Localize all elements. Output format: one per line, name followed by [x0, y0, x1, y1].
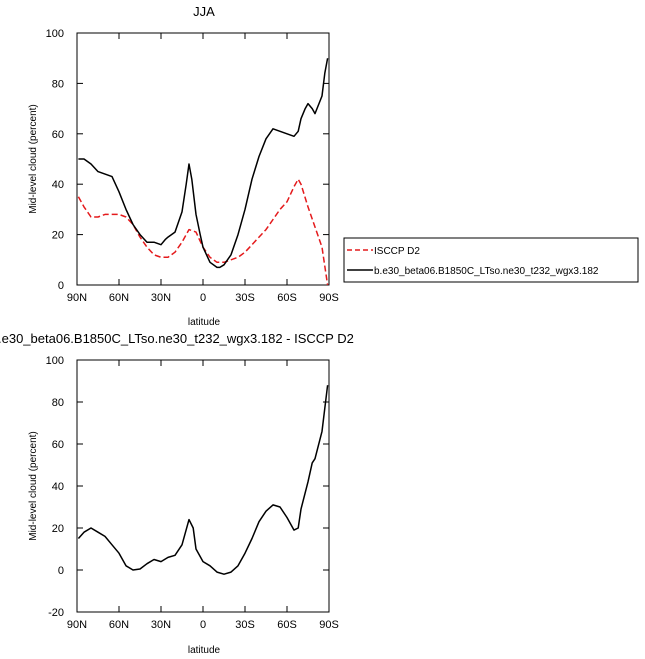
bottom-y-tick-label: 80 [52, 397, 64, 409]
top-x-tick-label: 30S [235, 292, 255, 304]
top-y-tick-label: 100 [46, 28, 64, 40]
bottom-plot-frame [76, 359, 330, 613]
top-y-tick-label: 20 [52, 230, 64, 242]
bottom-series-group [77, 385, 329, 575]
bottom-series-line-0 [77, 385, 329, 575]
bottom-x-axis-title: latitude [188, 645, 221, 656]
top-series-line-1 [78, 58, 329, 269]
top-y-tick-label: 40 [52, 179, 64, 191]
top-y-tick-label: 60 [52, 129, 64, 141]
bottom-x-tick-label: 0 [200, 619, 206, 631]
bottom-x-tick-label: 90N [67, 619, 87, 631]
top-y-axis-title: Mid-level cloud (percent) [28, 104, 39, 214]
bottom-panel-title: .e30_beta06.B1850C_LTso.ne30_t232_wgx3.1… [0, 331, 354, 346]
bottom-x-tick-label: 30N [151, 619, 171, 631]
top-x-tick-label: 60N [109, 292, 129, 304]
bottom-x-tick-label: 60N [109, 619, 129, 631]
top-x-tick-label: 90N [67, 292, 87, 304]
bottom-y-tick-label: 40 [52, 481, 64, 493]
bottom-x-tick-label: 60S [277, 619, 297, 631]
bottom-y-tick-label: 100 [46, 355, 64, 367]
legend-label-model: b.e30_beta06.B1850C_LTso.ne30_t232_wgx3.… [374, 266, 599, 277]
bottom-y-tick-label: -20 [48, 607, 64, 619]
top-panel-title: JJA [193, 4, 215, 19]
bottom-y-tick-label: 0 [58, 565, 64, 577]
bottom-x-tick-label: 30S [235, 619, 255, 631]
top-axis-ticks: 90N 60N 30N 0 30S 60S 90S 0 20 40 60 80 100 [46, 28, 339, 304]
bottom-x-tick-label: 90S [319, 619, 339, 631]
top-series-group [77, 58, 329, 286]
bottom-y-tick-label: 20 [52, 523, 64, 535]
legend-box [343, 237, 639, 283]
top-x-tick-label: 30N [151, 292, 171, 304]
top-y-tick-label: 0 [58, 280, 64, 292]
top-x-axis-title: latitude [188, 317, 221, 328]
top-x-tick-label: 0 [200, 292, 206, 304]
bottom-y-axis-title: Mid-level cloud (percent) [28, 431, 39, 541]
top-panel: JJA 90N 60N 30N 0 30S 60S 90S 0 20 40 60 80 100 lati… [28, 4, 639, 328]
legend-label-isccp: ISCCP D2 [374, 246, 420, 257]
top-x-tick-label: 60S [277, 292, 297, 304]
bottom-axis-ticks: 90N 60N 30N 0 30S 60S 90S -20 0 20 40 60 80 100 [46, 355, 339, 631]
bottom-y-tick-label: 60 [52, 439, 64, 451]
top-series-line-0 [77, 178, 329, 286]
bottom-panel: .e30_beta06.B1850C_LTso.ne30_t232_wgx3.1… [0, 331, 354, 656]
top-y-tick-label: 80 [52, 78, 64, 90]
top-x-tick-label: 90S [319, 292, 339, 304]
legend: ISCCP D2 b.e30_beta06.B1850C_LTso.ne30_t… [343, 237, 639, 283]
